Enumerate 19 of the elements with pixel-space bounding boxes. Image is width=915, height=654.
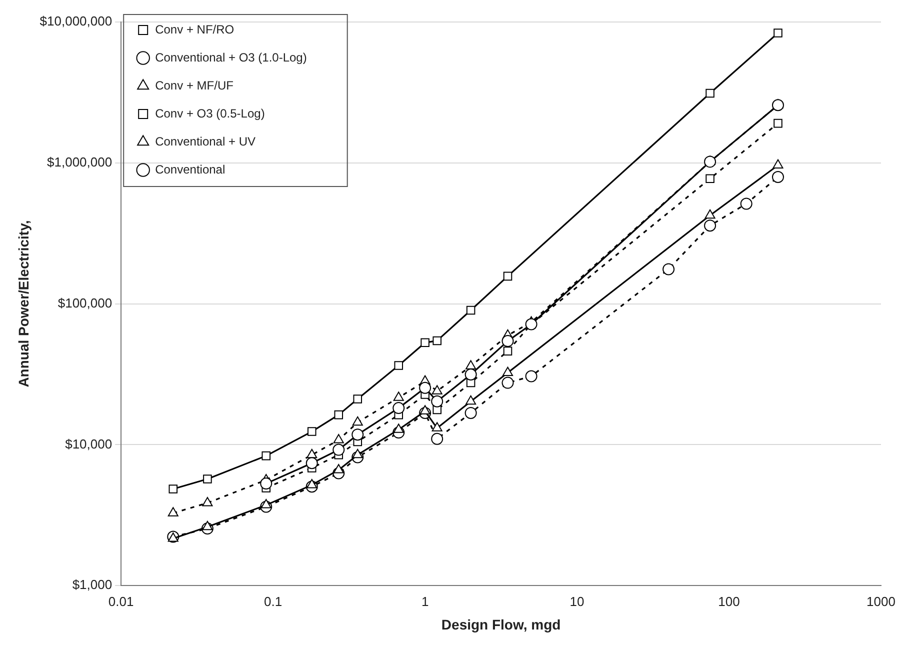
legend-label: Conv + NF/RO [155,22,234,36]
legend-label: Conventional + UV [155,134,256,148]
x-tick-label: 0.1 [264,594,282,609]
legend-label: Conv + MF/UF [155,78,234,92]
x-axis-title: Design Flow, mgd [441,616,561,632]
x-tick-label: 1 [421,594,429,609]
legend-label: Conv + O3 (0.5-Log) [155,106,265,120]
y-axis-title: Annual Power/Electricity, [15,220,32,388]
y-tick-label: $10,000,000 [40,14,112,29]
y-tick-label: $10,000 [65,436,112,452]
x-tick-label: 0.01 [108,594,134,609]
y-tick-label: $1,000 [72,577,112,592]
legend-label: Conventional + O3 (1.0-Log) [155,50,307,64]
y-tick-label: $100,000 [58,295,112,310]
x-tick-label: 1000 [866,594,896,609]
x-tick-label: 10 [570,594,584,609]
x-tick-label: 100 [718,594,740,609]
legend-label: Conventional [155,162,226,176]
y-tick-label: $1,000,000 [47,154,112,170]
